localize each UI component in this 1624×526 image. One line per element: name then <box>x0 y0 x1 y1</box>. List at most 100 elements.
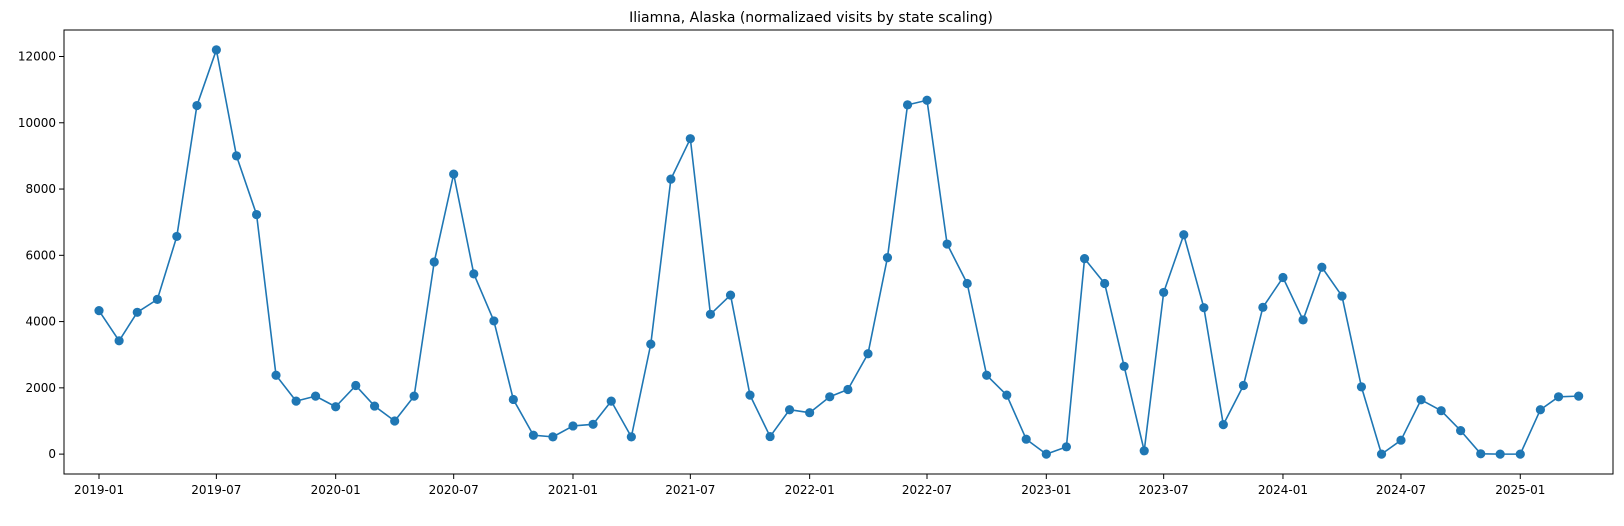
data-point <box>94 306 104 316</box>
data-point <box>528 430 539 440</box>
data-point <box>152 294 162 304</box>
data-point <box>1436 406 1446 416</box>
data-point <box>588 419 598 429</box>
data-point <box>1139 446 1149 456</box>
data-point <box>211 45 221 55</box>
series-line <box>98 49 1579 455</box>
data-point <box>192 100 202 111</box>
data-point <box>626 432 636 442</box>
data-point <box>1298 315 1308 325</box>
data-point <box>902 100 913 110</box>
data-point <box>231 151 242 161</box>
data-point <box>922 95 932 105</box>
data-point <box>132 307 142 317</box>
y-tick-label: 10000 <box>18 116 56 130</box>
data-point <box>882 253 893 263</box>
x-tick-label: 2025-01 <box>1495 483 1545 497</box>
y-axis: 0 2000 4000 6000 8000 10000 12000 <box>18 50 64 461</box>
data-point <box>685 134 695 144</box>
x-tick-label: 2019-01 <box>74 483 124 497</box>
data-point <box>1258 302 1268 312</box>
data-point <box>1553 392 1564 402</box>
data-point <box>725 290 736 300</box>
data-point <box>271 370 281 380</box>
data-point <box>172 231 182 242</box>
y-tick-label: 4000 <box>25 315 56 329</box>
data-point <box>1041 449 1051 459</box>
data-point <box>805 408 815 418</box>
data-point <box>705 309 716 319</box>
x-axis: 2019-01 2019-07 2020-01 2020-07 2021-01 2021-… <box>74 474 1545 497</box>
x-tick-label: 2022-01 <box>785 483 835 497</box>
data-point <box>843 384 853 395</box>
data-point <box>1238 380 1249 391</box>
data-point <box>1061 442 1072 452</box>
x-tick-label: 2021-07 <box>665 483 715 497</box>
plot-frame <box>63 29 1614 475</box>
x-tick-label: 2022-07 <box>902 483 952 497</box>
data-point <box>310 391 321 401</box>
data-point <box>1021 434 1031 444</box>
data-point <box>291 396 301 406</box>
data-point <box>1179 230 1189 240</box>
data-point <box>1456 425 1466 436</box>
y-tick-label: 2000 <box>25 381 56 395</box>
data-point <box>390 416 400 426</box>
data-point <box>1476 449 1486 459</box>
x-tick-label: 2020-01 <box>311 483 361 497</box>
y-tick-label: 12000 <box>18 50 56 64</box>
y-tick-label: 6000 <box>25 248 56 262</box>
x-tick-label: 2023-01 <box>1021 483 1071 497</box>
y-tick-label: 0 <box>48 447 56 461</box>
data-point <box>114 336 124 346</box>
data-point <box>508 394 518 405</box>
data-point <box>331 402 341 412</box>
data-point <box>825 392 835 402</box>
data-point <box>1495 449 1505 459</box>
data-point <box>429 257 439 267</box>
data-point <box>1199 303 1209 313</box>
data-point <box>469 269 479 279</box>
data-point <box>351 380 361 391</box>
data-point <box>784 405 795 415</box>
chart-title: Iliamna, Alaska (normalizaed visits by s… <box>629 10 993 26</box>
plot-area <box>94 45 1584 459</box>
data-point <box>409 391 419 401</box>
data-point <box>1416 395 1426 405</box>
data-point <box>962 278 972 289</box>
x-tick-label: 2024-01 <box>1258 483 1308 497</box>
x-tick-label: 2024-07 <box>1376 483 1426 497</box>
x-tick-label: 2023-07 <box>1139 483 1189 497</box>
data-point <box>1317 262 1327 272</box>
data-point <box>489 316 499 326</box>
data-point <box>1119 361 1129 371</box>
y-tick-label: 8000 <box>25 182 56 196</box>
data-point <box>942 239 952 249</box>
data-point <box>745 390 755 400</box>
data-point <box>1278 272 1288 283</box>
data-point <box>548 432 558 442</box>
data-point <box>1356 382 1367 392</box>
data-point <box>646 339 656 349</box>
data-point <box>1002 390 1012 400</box>
data-point <box>1376 449 1387 459</box>
data-point <box>1218 420 1228 430</box>
data-point <box>606 396 616 406</box>
data-point <box>1159 287 1169 298</box>
data-point <box>1079 254 1090 264</box>
data-point <box>863 349 873 359</box>
x-tick-label: 2021-01 <box>548 483 598 497</box>
data-point <box>1535 405 1545 415</box>
data-point <box>1100 278 1110 289</box>
data-point <box>1337 291 1347 301</box>
data-point <box>765 431 775 442</box>
data-point <box>568 421 578 431</box>
data-point <box>449 169 459 179</box>
x-tick-label: 2020-07 <box>429 483 479 497</box>
data-point <box>369 401 380 411</box>
data-point <box>1396 435 1406 445</box>
data-point <box>982 370 992 380</box>
data-point <box>1574 391 1584 401</box>
